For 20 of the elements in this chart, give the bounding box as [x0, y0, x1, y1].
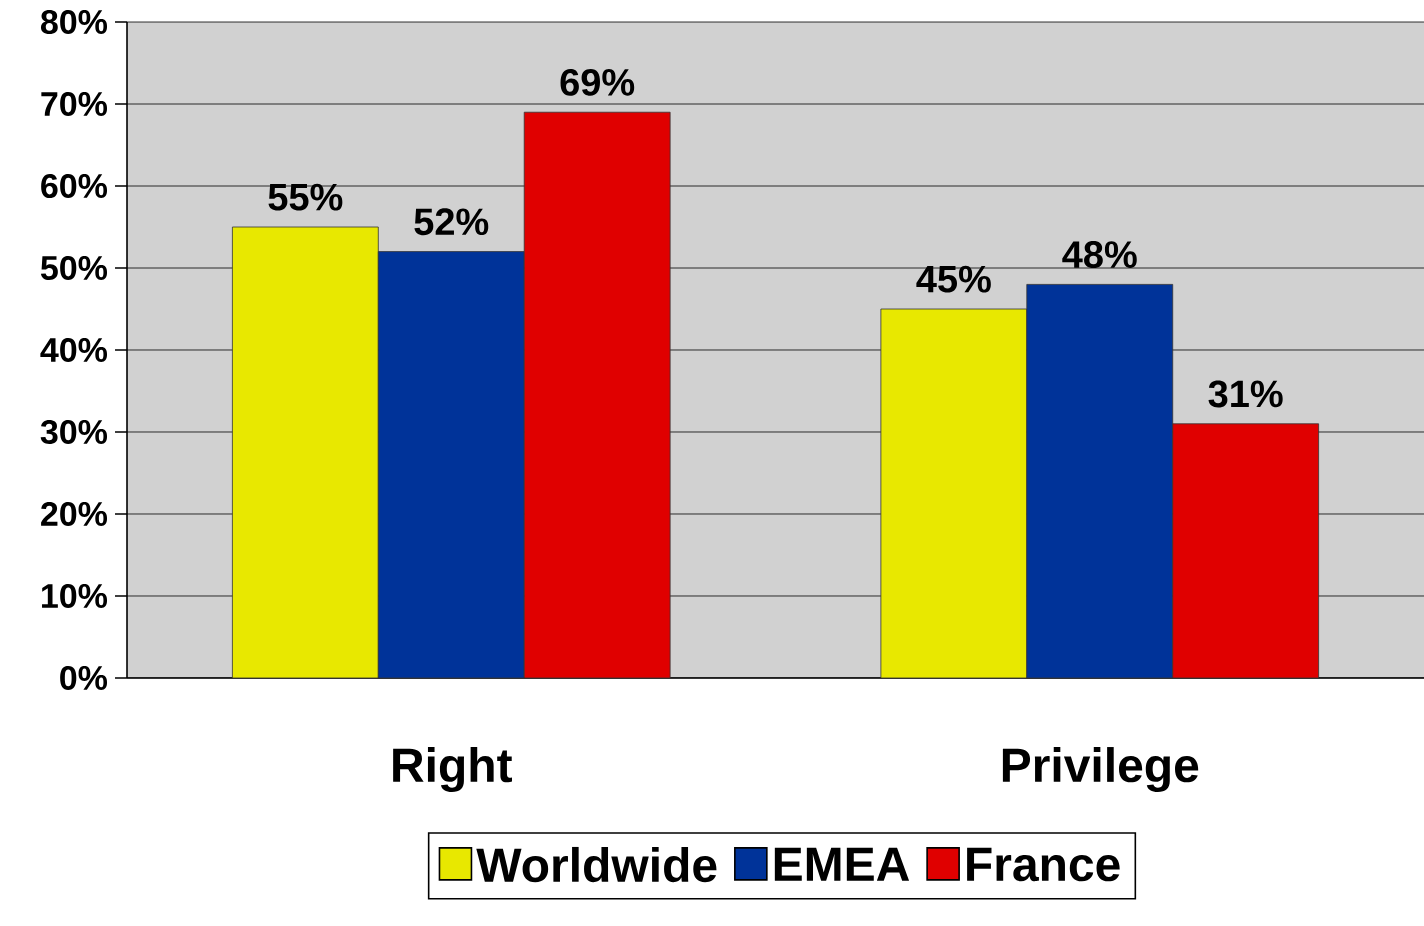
y-tick-label: 80%: [40, 9, 108, 35]
y-tick-label: 0%: [60, 665, 108, 691]
data-label: 55%: [268, 183, 343, 211]
y-tick-label: 10%: [42, 583, 108, 609]
legend-label: Worldwide: [476, 846, 717, 883]
x-tick-label: Right: [393, 747, 512, 792]
data-label: 69%: [560, 68, 635, 96]
y-tick-label: 60%: [41, 173, 108, 199]
x-tick-label: Privilege: [1002, 747, 1199, 792]
legend-label: EMEA: [774, 847, 910, 881]
y-tick-label: 70%: [41, 91, 108, 117]
y-tick-label: 50%: [40, 255, 108, 281]
data-label: 45%: [916, 265, 991, 293]
y-tick-label: 40%: [40, 337, 108, 363]
data-label: 52%: [414, 208, 489, 236]
legend-label: France: [967, 847, 1120, 882]
data-label: 48%: [1062, 241, 1137, 269]
y-tick-label: 30%: [40, 419, 108, 445]
y-tick-label: 20%: [41, 501, 108, 527]
data-label: 31%: [1208, 380, 1283, 408]
